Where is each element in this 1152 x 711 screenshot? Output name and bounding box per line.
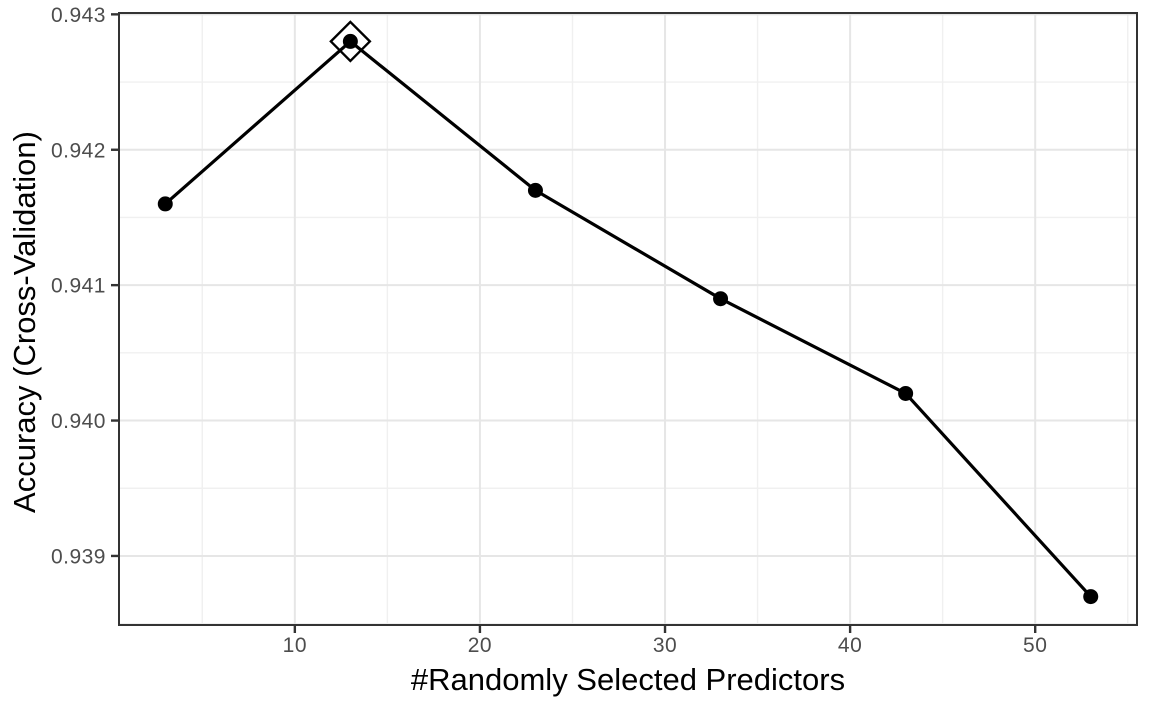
- best-model-marker: [329, 20, 372, 63]
- panel-border: [118, 12, 1138, 626]
- y-tick-label: 0.939: [51, 545, 106, 568]
- data-point: [1083, 589, 1099, 605]
- y-tick-label: 0.940: [51, 410, 106, 433]
- x-tick-label: 40: [838, 634, 862, 657]
- panel-background: [119, 13, 1137, 625]
- data-point: [342, 33, 358, 49]
- y-tick-label: 0.943: [51, 4, 106, 27]
- data-point: [527, 182, 543, 198]
- x-axis-title: #Randomly Selected Predictors: [411, 662, 845, 697]
- data-point: [898, 385, 914, 401]
- series-line: [164, 39, 1092, 598]
- data-point: [157, 196, 173, 212]
- x-tick-label: 50: [1023, 634, 1047, 657]
- x-tick-label: 10: [283, 634, 307, 657]
- x-tick-label: 20: [468, 634, 492, 657]
- y-tick-label: 0.942: [51, 139, 106, 162]
- x-tick-label: 30: [653, 634, 677, 657]
- plot-panel: 10 20 30 40 50 0.939 0.940 0.941 0.942 0.943: [51, 4, 1138, 657]
- data-point: [713, 291, 729, 307]
- y-axis-title: Accuracy (Cross-Validation): [7, 131, 42, 513]
- y-tick-label: 0.941: [51, 275, 106, 298]
